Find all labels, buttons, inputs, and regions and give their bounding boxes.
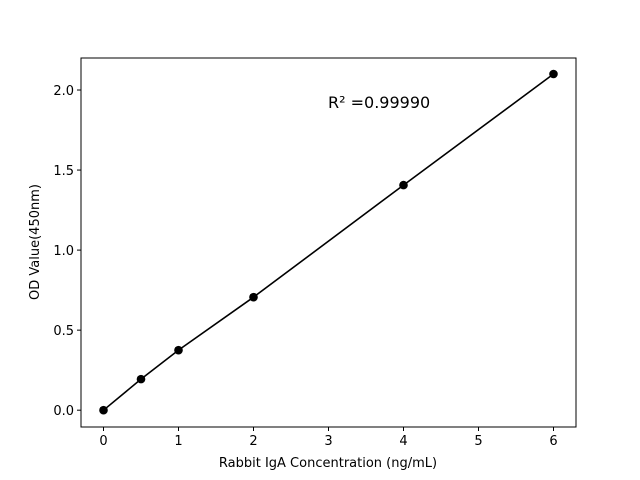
- y-tick-label: 1.5: [53, 164, 74, 179]
- x-tick-label: 2: [249, 434, 257, 449]
- x-tick-label: 1: [174, 434, 182, 449]
- data-point: [249, 292, 258, 302]
- y-tick-label: 1.0: [53, 244, 74, 259]
- data-point: [136, 374, 146, 384]
- data-point: [99, 405, 108, 415]
- x-tick-label: 6: [549, 434, 557, 449]
- data-point: [174, 345, 183, 355]
- y-tick-label: 0.5: [53, 324, 74, 339]
- x-tick-label: 0: [99, 434, 107, 449]
- y-tick-label: 2.0: [53, 84, 74, 99]
- x-tick-label: 5: [474, 434, 482, 449]
- x-tick-label: 4: [399, 434, 407, 449]
- y-axis-label: OD Value(450nm): [28, 184, 43, 300]
- plot-frame: [80, 57, 577, 428]
- data-point: [549, 69, 558, 79]
- y-tick-label: 0.0: [53, 404, 74, 419]
- data-point: [399, 180, 408, 190]
- annotation: R² =0.99990: [328, 93, 430, 112]
- data-line: [102, 73, 554, 411]
- x-tick-label: 3: [324, 434, 332, 449]
- x-axis-label: Rabbit IgA Concentration (ng/mL): [219, 456, 437, 471]
